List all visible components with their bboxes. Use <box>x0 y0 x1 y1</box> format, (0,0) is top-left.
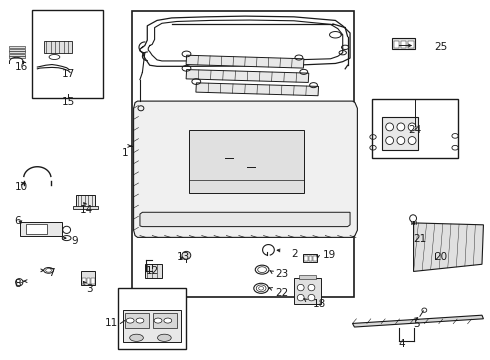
Bar <box>76 195 95 207</box>
Text: 20: 20 <box>435 252 448 262</box>
Ellipse shape <box>182 251 191 259</box>
Text: 2: 2 <box>292 248 298 258</box>
Ellipse shape <box>386 123 393 131</box>
Text: 25: 25 <box>435 42 448 52</box>
Ellipse shape <box>386 136 393 144</box>
Bar <box>9 49 25 50</box>
Text: 4: 4 <box>399 339 406 349</box>
Bar <box>392 39 415 49</box>
Polygon shape <box>196 83 318 96</box>
Ellipse shape <box>136 318 144 323</box>
Bar <box>9 56 25 58</box>
Bar <box>9 51 25 53</box>
Bar <box>304 256 308 261</box>
Text: 24: 24 <box>408 125 422 135</box>
Text: 14: 14 <box>80 206 93 216</box>
Bar <box>87 278 90 284</box>
Bar <box>294 278 321 304</box>
Bar <box>73 206 98 210</box>
Bar <box>372 99 458 158</box>
Ellipse shape <box>408 136 416 144</box>
Ellipse shape <box>130 334 144 341</box>
Bar <box>382 117 418 149</box>
Bar <box>299 275 316 279</box>
Polygon shape <box>134 101 357 237</box>
Text: 7: 7 <box>49 268 55 278</box>
Bar <box>153 314 176 328</box>
Text: 5: 5 <box>414 319 420 329</box>
Ellipse shape <box>397 136 405 144</box>
Ellipse shape <box>154 318 162 323</box>
Polygon shape <box>186 55 304 68</box>
Polygon shape <box>140 212 350 226</box>
Ellipse shape <box>297 284 304 291</box>
Bar <box>309 256 313 261</box>
Ellipse shape <box>297 294 304 301</box>
Polygon shape <box>414 223 484 271</box>
Text: 13: 13 <box>176 252 190 262</box>
Text: 22: 22 <box>275 288 289 298</box>
Bar <box>314 256 318 261</box>
Bar <box>82 278 86 284</box>
Ellipse shape <box>126 318 134 323</box>
Bar <box>189 130 304 193</box>
Text: 8: 8 <box>14 279 21 289</box>
Bar <box>303 254 318 262</box>
Text: 10: 10 <box>14 182 27 192</box>
Bar <box>401 41 406 48</box>
Text: 17: 17 <box>62 69 75 79</box>
Text: 16: 16 <box>14 62 27 72</box>
Text: 3: 3 <box>86 284 93 294</box>
Bar <box>91 278 95 284</box>
Bar <box>145 264 162 278</box>
Ellipse shape <box>308 294 315 301</box>
Bar <box>123 310 181 342</box>
Text: 21: 21 <box>414 234 427 244</box>
Text: 11: 11 <box>105 319 118 328</box>
Bar <box>20 222 62 235</box>
Text: 9: 9 <box>72 236 78 246</box>
Ellipse shape <box>397 123 405 131</box>
Bar <box>9 54 25 55</box>
Bar <box>118 288 186 348</box>
Text: 1: 1 <box>122 148 129 158</box>
Bar <box>44 41 72 53</box>
Text: 19: 19 <box>323 250 337 260</box>
Bar <box>125 314 149 328</box>
Bar <box>393 41 399 48</box>
Text: 12: 12 <box>147 266 160 276</box>
Text: 6: 6 <box>14 216 21 226</box>
Bar <box>132 12 354 297</box>
Bar <box>9 46 25 48</box>
Text: 18: 18 <box>313 299 326 309</box>
Text: 15: 15 <box>62 97 75 107</box>
Polygon shape <box>352 315 484 327</box>
Polygon shape <box>186 69 309 82</box>
Bar <box>26 225 47 234</box>
Ellipse shape <box>308 284 315 291</box>
Ellipse shape <box>158 334 171 341</box>
Bar <box>32 10 103 98</box>
Text: 23: 23 <box>275 269 289 279</box>
Ellipse shape <box>408 123 416 131</box>
Ellipse shape <box>164 318 171 323</box>
Bar <box>81 271 95 285</box>
Bar <box>408 41 414 48</box>
